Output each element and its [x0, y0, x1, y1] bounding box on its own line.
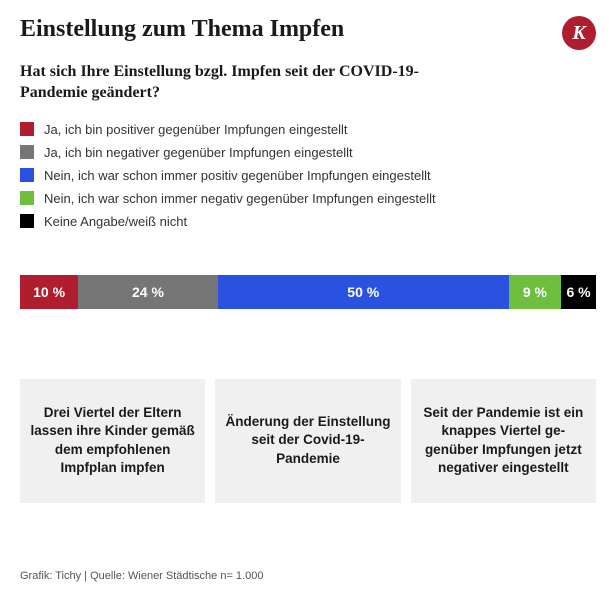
legend-swatch [20, 145, 34, 159]
info-box: Änderung der Einstellung seit der Covid-… [215, 379, 400, 503]
footer-source: Grafik: Tichy | Quelle: Wiener Städtisch… [20, 570, 263, 582]
bar-segment: 6 % [561, 275, 596, 309]
stacked-bar-chart: 10 % 24 % 50 % 9 % 6 % [20, 275, 596, 309]
legend-label: Ja, ich bin negativer gegenüber Impfunge… [44, 145, 353, 160]
page-title: Einstellung zum Thema Impfen [20, 16, 344, 43]
bar-segment: 24 % [78, 275, 218, 309]
legend-item: Nein, ich war schon immer negativ gegenü… [20, 191, 596, 206]
legend-item: Ja, ich bin positiver gegenüber Impfunge… [20, 122, 596, 137]
info-box: Drei Viertel der Eltern lassen ihre Kind… [20, 379, 205, 503]
brand-logo: K [562, 16, 596, 50]
legend-item: Keine Angabe/weiß nicht [20, 214, 596, 229]
info-boxes: Drei Viertel der Eltern lassen ihre Kind… [20, 379, 596, 503]
legend-label: Nein, ich war schon immer positiv gegenü… [44, 168, 431, 183]
legend-item: Nein, ich war schon immer positiv gegenü… [20, 168, 596, 183]
bar-segment: 10 % [20, 275, 78, 309]
legend-swatch [20, 191, 34, 205]
header: Einstellung zum Thema Impfen K [0, 0, 616, 58]
brand-logo-letter: K [572, 22, 585, 45]
legend-label: Ja, ich bin positiver gegenüber Impfunge… [44, 122, 348, 137]
legend-swatch [20, 168, 34, 182]
legend-swatch [20, 214, 34, 228]
legend-item: Ja, ich bin negativer gegenüber Impfunge… [20, 145, 596, 160]
bar-segment: 9 % [509, 275, 561, 309]
page-subtitle: Hat sich Ihre Einstellung bzgl. Impfen s… [0, 58, 440, 118]
legend-label: Keine Angabe/weiß nicht [44, 214, 187, 229]
legend: Ja, ich bin positiver gegenüber Impfunge… [0, 118, 616, 255]
legend-swatch [20, 122, 34, 136]
bar-segment: 50 % [218, 275, 509, 309]
legend-label: Nein, ich war schon immer negativ gegenü… [44, 191, 436, 206]
info-box: Seit der Pandemie ist ein knappes Vierte… [411, 379, 596, 503]
